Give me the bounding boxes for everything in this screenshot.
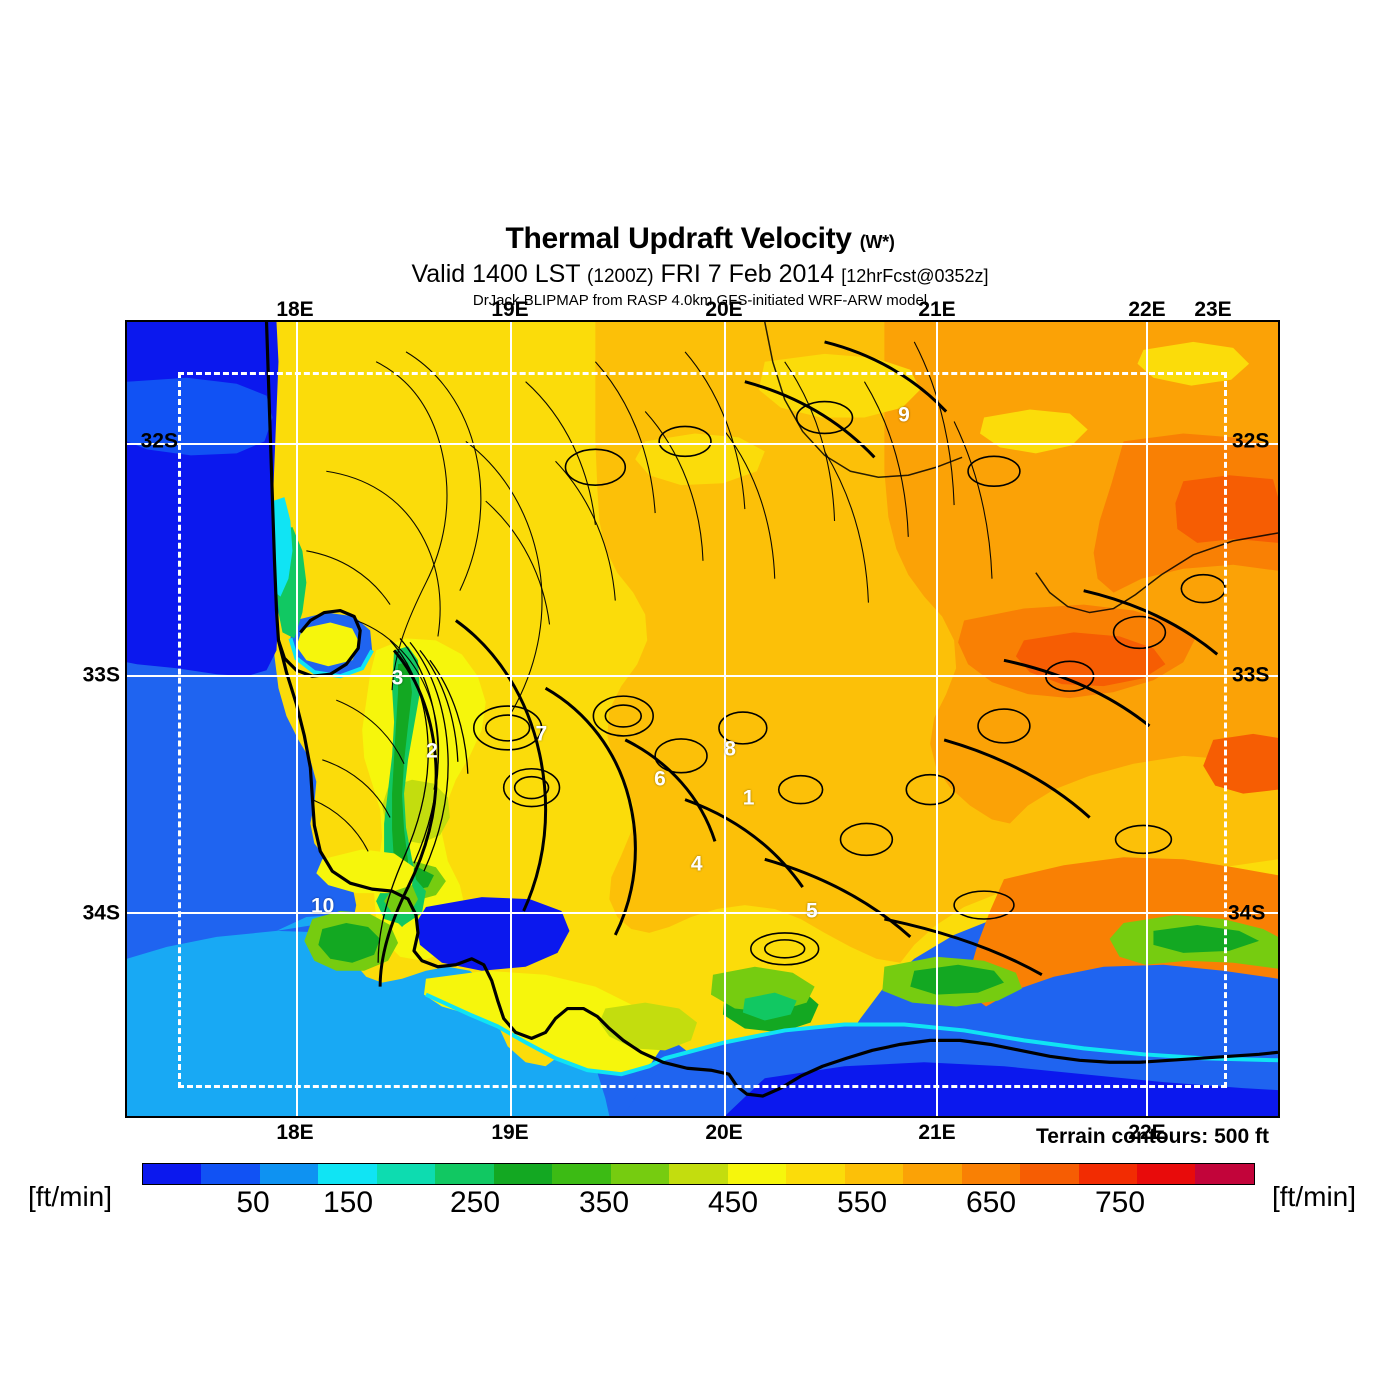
lon-label-bottom-22E: 22E: [1128, 1121, 1166, 1144]
model-attribution: DrJack BLIPMAP from RASP 4.0km GFS-initi…: [472, 292, 928, 309]
graticule-lat-33S: [127, 674, 1278, 677]
colorbar-swatch-15: [1020, 1164, 1079, 1184]
colorbar-unit-left: [ft/min]: [28, 1181, 113, 1212]
colorbar-swatch-13: [903, 1164, 962, 1184]
colorbar-swatch-4: [376, 1164, 436, 1184]
graticule-lat-34S: [127, 911, 1278, 914]
colorbar-swatch-12: [844, 1164, 904, 1184]
forecast-tag: [12hrFcst@0352z]: [841, 266, 989, 286]
colorbar-tick-450: 450: [707, 1186, 759, 1219]
colorbar-swatch-7: [552, 1164, 611, 1184]
lat-label-left-32S: 32S: [140, 429, 178, 453]
valid-time-utc: (1200Z): [587, 266, 654, 287]
graticule-lon-22E: [1145, 322, 1148, 1116]
colorbar-tick-150: 150: [322, 1186, 374, 1219]
graticule-lon-20E: [724, 322, 727, 1116]
lon-label-top-19E: 19E: [491, 298, 529, 321]
lon-label-bottom-19E: 19E: [491, 1121, 529, 1144]
lon-label-bottom-20E: 20E: [705, 1121, 743, 1144]
colorbar-swatch-2: [259, 1164, 319, 1184]
chart-title-variable: (W*): [859, 232, 895, 252]
colorbar-swatch-3: [318, 1164, 377, 1184]
graticule-lon-19E: [510, 322, 513, 1116]
thermal-field-raster: [127, 322, 1278, 1116]
lat-label-right-33S: 33S: [1232, 663, 1270, 687]
colorbar-swatch-6: [493, 1164, 553, 1184]
graticule-lon-21E: [936, 322, 939, 1116]
colorbar-swatch-1: [201, 1164, 260, 1184]
graticule-lon-18E: [296, 322, 299, 1116]
colorbar-tick-350: 350: [578, 1186, 630, 1219]
colorbar-swatch-9: [669, 1164, 728, 1184]
lat-label-right-34S: 34S: [1228, 901, 1266, 925]
lon-label-bottom-21E: 21E: [918, 1121, 956, 1144]
colorbar-tick-50: 50: [236, 1186, 270, 1219]
colorbar: [ft/min] [ft/min] 50 150 250 350 450 550…: [0, 1160, 1400, 1240]
lon-label-top-18E: 18E: [276, 298, 314, 321]
colorbar-swatch-18: [1195, 1164, 1254, 1184]
colorbar-swatch-17: [1136, 1164, 1196, 1184]
colorbar-tick-250: 250: [449, 1186, 501, 1219]
valid-date: FRI 7 Feb 2014: [660, 260, 835, 288]
lon-label-top-22E: 22E: [1128, 298, 1166, 321]
forecast-domain-box: [177, 372, 1228, 1089]
colorbar-swatch-11: [786, 1164, 845, 1184]
colorbar-swatch-10: [727, 1164, 787, 1184]
lon-label-top-23E: 23E: [1194, 298, 1232, 321]
chart-title-text: Thermal Updraft Velocity: [505, 222, 852, 255]
colorbar-tick-650: 650: [965, 1186, 1017, 1219]
colorbar-swatch-14: [961, 1164, 1021, 1184]
colorbar-swatch-8: [610, 1164, 670, 1184]
colorbar-tick-550: 550: [836, 1186, 888, 1219]
lat-label-left-34S: 34S: [82, 901, 120, 925]
title-block: Thermal Updraft Velocity (W*) Valid 1400…: [0, 222, 1400, 310]
lat-label-right-32S: 32S: [1232, 429, 1270, 453]
colorbar-tick-750: 750: [1094, 1186, 1146, 1219]
lon-label-top-21E: 21E: [918, 298, 956, 321]
map-plot-area[interactable]: 1 2 3 4 5 6 7 8 9 10: [125, 320, 1280, 1118]
graticule-lat-32S: [127, 442, 1278, 445]
colorbar-unit-right: [ft/min]: [1272, 1181, 1357, 1212]
colorbar-swatch-5: [435, 1164, 494, 1184]
colorbar-swatch-16: [1078, 1164, 1137, 1184]
chart-valid-line: Valid 1400 LST (1200Z) FRI 7 Feb 2014 [1…: [0, 260, 1400, 291]
lat-label-left-33S: 33S: [82, 663, 120, 687]
lon-label-bottom-18E: 18E: [276, 1121, 314, 1144]
valid-time: Valid 1400 LST: [411, 260, 581, 288]
chart-title: Thermal Updraft Velocity (W*): [0, 222, 1400, 259]
terrain-contour-note: Terrain contours: 500 ft: [1036, 1125, 1269, 1148]
colorbar-gradient[interactable]: [142, 1163, 1255, 1185]
colorbar-swatch-0: [143, 1164, 202, 1184]
lon-label-top-20E: 20E: [705, 298, 743, 321]
